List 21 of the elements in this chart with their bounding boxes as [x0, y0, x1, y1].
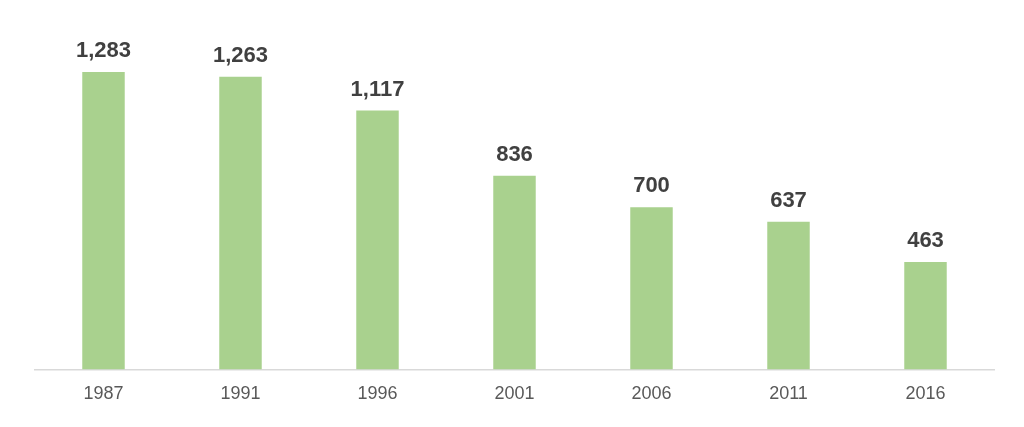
- data-label: 1,283: [75, 37, 132, 63]
- data-label: 1,263: [212, 41, 269, 67]
- x-tick-label: 2016: [905, 383, 946, 404]
- x-tick-label: 1996: [357, 383, 398, 404]
- x-tick-label: 1987: [83, 383, 124, 404]
- bar: [356, 110, 399, 370]
- bar: [493, 175, 536, 370]
- data-label: 700: [633, 172, 670, 198]
- bar: [767, 221, 810, 370]
- bar: [630, 207, 673, 370]
- bar: [904, 262, 947, 370]
- bar: [82, 72, 125, 370]
- x-tick-label: 1991: [220, 383, 261, 404]
- data-label: 836: [496, 140, 533, 166]
- data-label: 1,117: [350, 75, 405, 101]
- x-tick-label: 2011: [769, 383, 808, 404]
- x-tick-label: 2006: [631, 383, 672, 404]
- data-label: 637: [770, 186, 807, 212]
- data-label: 463: [907, 227, 944, 253]
- x-tick-label: 2001: [494, 383, 535, 404]
- bar: [219, 76, 262, 370]
